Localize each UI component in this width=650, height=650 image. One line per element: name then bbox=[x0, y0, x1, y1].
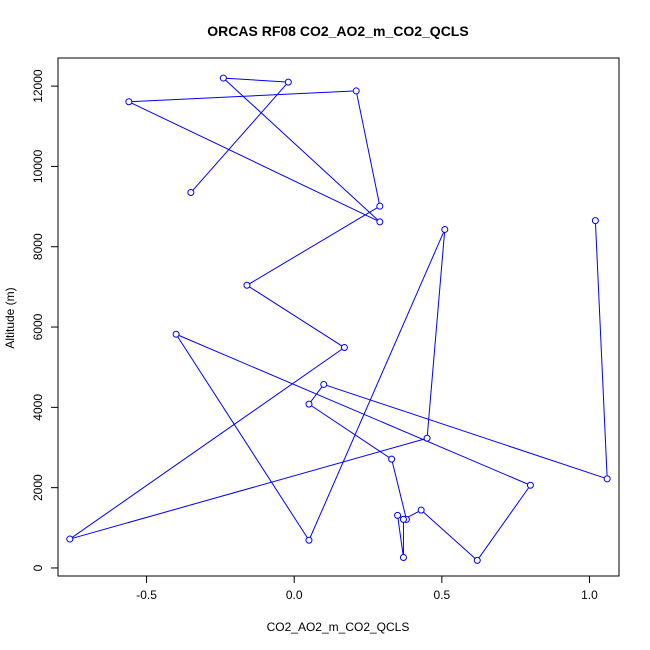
series-segment bbox=[391, 459, 407, 520]
series-segment bbox=[397, 515, 404, 558]
data-point bbox=[172, 330, 180, 338]
x-axis: -0.5 0.0 0.5 1.0 bbox=[136, 576, 598, 602]
x-axis-label: CO2_AO2_m_CO2_QCLS bbox=[267, 620, 410, 634]
x-tick-label: -0.5 bbox=[136, 588, 157, 602]
series-segment bbox=[420, 509, 478, 561]
series-lines bbox=[69, 77, 608, 561]
series-segment bbox=[426, 229, 446, 439]
series-points bbox=[66, 74, 611, 564]
data-point bbox=[376, 218, 384, 226]
data-point bbox=[284, 78, 292, 86]
y-tick-label: 10000 bbox=[31, 149, 45, 183]
y-tick-label: 2000 bbox=[31, 474, 45, 501]
data-point bbox=[441, 225, 449, 233]
series-segment bbox=[323, 383, 608, 480]
data-point bbox=[526, 481, 534, 489]
y-tick-label: 8000 bbox=[31, 233, 45, 260]
data-point bbox=[219, 74, 227, 82]
data-point bbox=[603, 475, 611, 483]
series-segment bbox=[128, 101, 381, 223]
series-segment bbox=[476, 484, 531, 561]
x-tick-label: 1.0 bbox=[581, 588, 598, 602]
data-point bbox=[473, 556, 481, 564]
data-point bbox=[305, 400, 313, 408]
data-point bbox=[243, 281, 251, 289]
series-segment bbox=[246, 284, 345, 348]
chart-title: ORCAS RF08 CO2_AO2_m_CO2_QCLS bbox=[207, 23, 468, 39]
data-point bbox=[388, 455, 396, 463]
data-point bbox=[591, 217, 599, 225]
y-axis-label: Altitude (m) bbox=[3, 287, 17, 348]
data-point bbox=[305, 536, 313, 544]
data-point bbox=[125, 98, 133, 106]
series-segment bbox=[190, 81, 289, 193]
series-segment bbox=[308, 229, 446, 541]
series-segment bbox=[175, 333, 531, 486]
data-point bbox=[320, 380, 328, 388]
data-point bbox=[66, 535, 74, 543]
y-tick-label: 0 bbox=[31, 564, 45, 571]
plot-frame bbox=[57, 57, 620, 577]
data-point bbox=[423, 434, 431, 442]
data-point bbox=[399, 554, 407, 562]
series-segment bbox=[308, 403, 392, 460]
series-segment bbox=[223, 77, 381, 223]
y-tick-label: 6000 bbox=[31, 313, 45, 340]
y-tick-label: 12000 bbox=[31, 69, 45, 103]
series-segment bbox=[246, 205, 381, 286]
series-segment bbox=[175, 333, 310, 541]
series-segment bbox=[69, 347, 345, 540]
data-point bbox=[417, 506, 425, 514]
y-axis: 0 2000 4000 6000 8000 10000 12000 bbox=[31, 69, 58, 571]
x-tick-label: 0.5 bbox=[433, 588, 450, 602]
series-segment bbox=[594, 220, 608, 479]
data-point bbox=[399, 515, 407, 523]
data-point bbox=[340, 344, 348, 352]
series-segment bbox=[69, 437, 428, 540]
series-segment bbox=[223, 77, 289, 83]
y-tick-label: 4000 bbox=[31, 394, 45, 421]
data-point bbox=[187, 189, 195, 197]
data-point bbox=[394, 511, 402, 519]
data-point bbox=[376, 202, 384, 210]
data-point bbox=[352, 87, 360, 95]
series-segment bbox=[355, 90, 381, 207]
x-tick-label: 0.0 bbox=[286, 588, 303, 602]
